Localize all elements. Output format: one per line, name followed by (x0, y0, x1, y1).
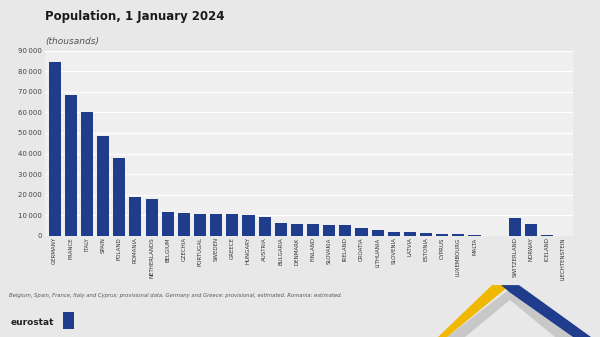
Bar (339, 225, 352, 236)
Bar (420, 233, 432, 236)
Polygon shape (501, 285, 591, 337)
Bar (226, 214, 238, 236)
Bar (275, 223, 287, 236)
Bar (146, 199, 158, 236)
Bar (436, 234, 448, 236)
Bar (130, 197, 142, 236)
Polygon shape (438, 285, 510, 337)
Bar (307, 224, 319, 236)
Bar (194, 214, 206, 236)
Bar (49, 62, 61, 236)
Bar (452, 235, 464, 236)
Bar (113, 158, 125, 236)
Bar (469, 235, 481, 236)
Polygon shape (447, 289, 573, 337)
Bar (404, 232, 416, 236)
Bar (525, 224, 537, 236)
Bar (388, 232, 400, 236)
Bar (291, 224, 303, 236)
Text: eurostat: eurostat (11, 318, 54, 327)
Bar (81, 113, 93, 236)
Text: Belgium, Spain, France, Italy and Cyprus: provisional data. Germany and Greece: : Belgium, Spain, France, Italy and Cyprus… (9, 293, 342, 298)
Bar (97, 136, 109, 236)
Bar (210, 214, 222, 236)
Bar (161, 212, 174, 236)
Bar (541, 235, 553, 236)
Text: (thousands): (thousands) (45, 37, 99, 46)
Bar (242, 215, 254, 236)
Bar (509, 218, 521, 236)
Bar (355, 228, 368, 236)
Bar (371, 230, 383, 236)
Bar (259, 217, 271, 236)
Bar (65, 95, 77, 236)
Bar (323, 225, 335, 236)
Text: Population, 1 January 2024: Population, 1 January 2024 (45, 10, 224, 23)
Bar (178, 213, 190, 236)
